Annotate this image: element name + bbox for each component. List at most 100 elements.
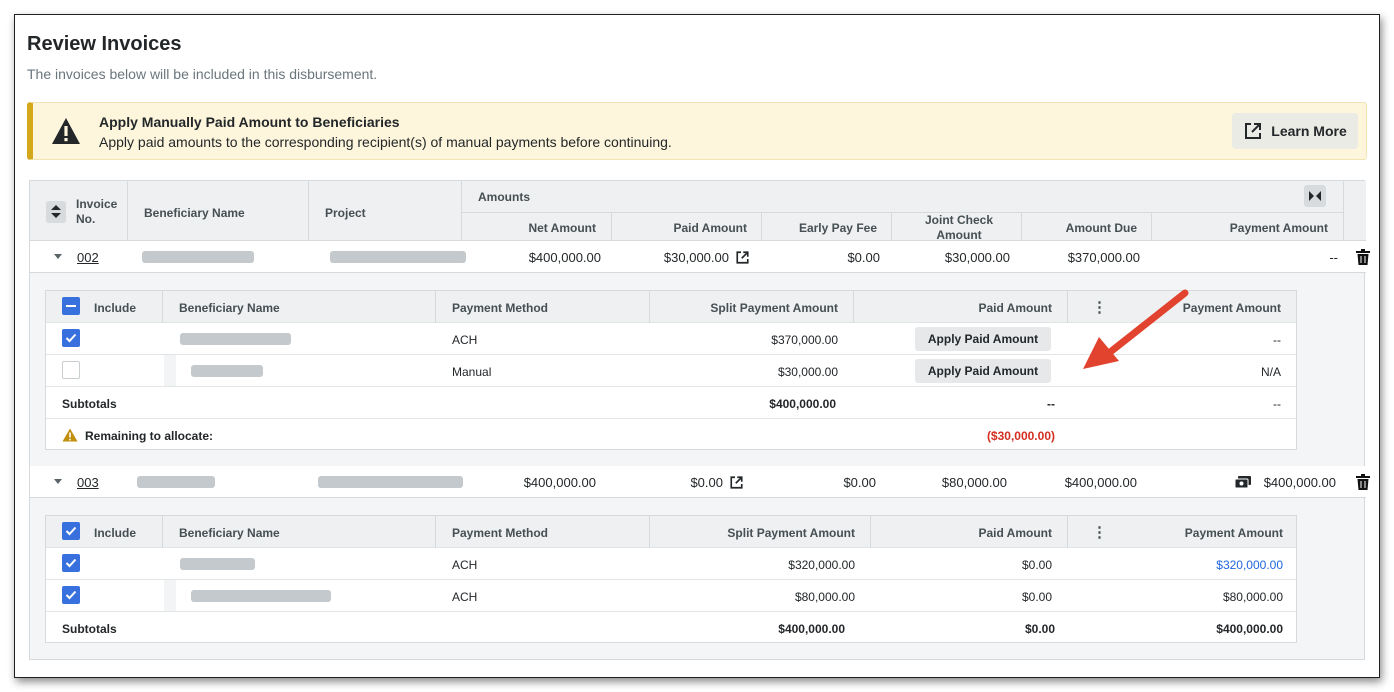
header-payment-amount: Payment Amount bbox=[1182, 301, 1281, 315]
subtotal-payment: -- bbox=[1273, 397, 1281, 411]
header-paid-amount[interactable]: Paid Amount bbox=[673, 221, 747, 235]
payment-amount: $400,000.00 bbox=[1263, 475, 1336, 490]
warning-banner: Apply Manually Paid Amount to Beneficiar… bbox=[27, 102, 1367, 160]
include-checkbox[interactable] bbox=[62, 554, 80, 572]
header-split-payment-amount: Split Payment Amount bbox=[727, 526, 855, 540]
early-pay-fee: $0.00 bbox=[843, 475, 876, 490]
external-link-icon[interactable] bbox=[735, 250, 750, 265]
split-table-header: Include Beneficiary Name Payment Method … bbox=[46, 516, 1296, 548]
split-row: ACH $370,000.00 Apply Paid Amount -- bbox=[46, 323, 1296, 355]
header-beneficiary-name: Beneficiary Name bbox=[179, 301, 280, 315]
chevron-down-icon[interactable] bbox=[54, 479, 62, 484]
header-joint-check-amount[interactable]: Joint Check Amount bbox=[924, 213, 993, 242]
subtotals-row: Subtotals $400,000.00 -- -- bbox=[46, 387, 1296, 419]
header-invoice-no[interactable]: Invoice No. bbox=[76, 197, 118, 226]
joint-check-amount: $80,000.00 bbox=[941, 475, 1007, 490]
subtotal-split: $400,000.00 bbox=[778, 622, 845, 636]
remaining-row: Remaining to allocate: ($30,000.00) bbox=[46, 419, 1296, 451]
banner-text: Apply paid amounts to the corresponding … bbox=[99, 134, 672, 150]
include-all-checkbox[interactable] bbox=[62, 297, 80, 315]
split-payments-table-002: Include Beneficiary Name Payment Method … bbox=[45, 290, 1297, 450]
payment-amount: -- bbox=[1329, 250, 1338, 265]
subtotals-label: Subtotals bbox=[62, 397, 117, 411]
header-payment-amount[interactable]: Payment Amount bbox=[1229, 221, 1328, 235]
split-row: ACH $80,000.00 $0.00 $80,000.00 bbox=[46, 580, 1296, 612]
trash-icon[interactable] bbox=[1356, 249, 1370, 265]
paid-amount: $0.00 bbox=[690, 475, 723, 490]
net-amount: $400,000.00 bbox=[523, 475, 596, 490]
external-link-icon[interactable] bbox=[729, 475, 744, 490]
redacted-beneficiary-name bbox=[191, 590, 331, 602]
header-net-amount[interactable]: Net Amount bbox=[528, 221, 596, 235]
warning-icon bbox=[52, 118, 80, 144]
subtotal-paid: $0.00 bbox=[1024, 622, 1055, 636]
redacted-project bbox=[318, 476, 463, 488]
include-checkbox[interactable] bbox=[62, 361, 80, 379]
remaining-label: Remaining to allocate: bbox=[85, 429, 214, 443]
screenshot-frame: Review Invoices The invoices below will … bbox=[14, 14, 1380, 678]
collapse-columns-icon[interactable] bbox=[1304, 185, 1326, 207]
early-pay-fee: $0.00 bbox=[847, 250, 880, 265]
apply-paid-amount-button[interactable]: Apply Paid Amount bbox=[915, 327, 1051, 351]
apply-paid-amount-button[interactable]: Apply Paid Amount bbox=[915, 359, 1051, 383]
subtotal-split: $400,000.00 bbox=[769, 397, 836, 411]
redacted-beneficiary-name bbox=[180, 558, 255, 570]
include-checkbox[interactable] bbox=[62, 586, 80, 604]
include-all-checkbox[interactable] bbox=[62, 522, 80, 540]
header-payment-method: Payment Method bbox=[452, 301, 549, 315]
joint-check-amount: $30,000.00 bbox=[944, 250, 1010, 265]
paid-amount-cell: $30,000.00 bbox=[620, 250, 750, 265]
net-amount: $400,000.00 bbox=[528, 250, 601, 265]
header-beneficiary-name: Beneficiary Name bbox=[179, 526, 280, 540]
header-project[interactable]: Project bbox=[325, 206, 366, 220]
paid-amount: $0.00 bbox=[1021, 590, 1052, 604]
split-payment-amount: $30,000.00 bbox=[777, 365, 838, 379]
redacted-project bbox=[330, 251, 466, 263]
warning-icon bbox=[62, 428, 78, 442]
include-checkbox[interactable] bbox=[62, 329, 80, 347]
more-options-icon[interactable]: ⋮ bbox=[1092, 524, 1107, 541]
invoice-number-link[interactable]: 003 bbox=[77, 475, 99, 490]
split-row: ACH $320,000.00 $0.00 $320,000.00 bbox=[46, 548, 1296, 580]
remaining-value: ($30,000.00) bbox=[986, 429, 1055, 443]
chevron-down-icon[interactable] bbox=[54, 254, 62, 259]
payment-method: ACH bbox=[452, 558, 478, 572]
external-link-icon bbox=[1245, 123, 1262, 139]
split-payment-amount: $370,000.00 bbox=[771, 333, 838, 347]
invoice-row-002: 002 $400,000.00 $30,000.00 $0.00 $30,000… bbox=[30, 241, 1370, 273]
amount-due: $370,000.00 bbox=[1067, 250, 1140, 265]
payment-method: ACH bbox=[452, 590, 478, 604]
payment-amount-link[interactable]: $320,000.00 bbox=[1216, 558, 1283, 572]
payment-amount: $80,000.00 bbox=[1222, 590, 1283, 604]
invoice-number-link[interactable]: 002 bbox=[77, 250, 99, 265]
subtotal-paid: -- bbox=[1047, 397, 1055, 411]
header-include: Include bbox=[94, 526, 137, 540]
split-payment-amount: $80,000.00 bbox=[794, 590, 855, 604]
subtotal-payment: $400,000.00 bbox=[1216, 622, 1283, 636]
payment-amount: -- bbox=[1273, 333, 1281, 347]
redacted-beneficiary-name bbox=[191, 365, 263, 377]
header-early-pay-fee[interactable]: Early Pay Fee bbox=[798, 221, 877, 235]
paid-amount: $0.00 bbox=[1021, 558, 1052, 572]
paid-amount: $30,000.00 bbox=[663, 250, 729, 265]
header-beneficiary-name[interactable]: Beneficiary Name bbox=[144, 206, 245, 220]
learn-more-button[interactable]: Learn More bbox=[1232, 113, 1358, 149]
redacted-beneficiary-name bbox=[180, 333, 291, 345]
header-amount-due[interactable]: Amount Due bbox=[1065, 221, 1137, 235]
subtotals-label: Subtotals bbox=[62, 622, 117, 636]
split-payment-amount: $320,000.00 bbox=[788, 558, 855, 572]
header-paid-amount: Paid Amount bbox=[978, 526, 1052, 540]
trash-icon[interactable] bbox=[1356, 474, 1370, 490]
page-subtitle: The invoices below will be included in t… bbox=[27, 66, 378, 82]
more-options-icon[interactable]: ⋮ bbox=[1092, 299, 1107, 316]
payment-method: Manual bbox=[452, 365, 492, 379]
sort-toggle-icon[interactable] bbox=[46, 201, 66, 223]
split-row: Manual $30,000.00 Apply Paid Amount N/A bbox=[46, 355, 1296, 387]
invoices-table: Invoice No. Beneficiary Name Project Amo… bbox=[29, 180, 1370, 660]
header-payment-amount: Payment Amount bbox=[1184, 526, 1283, 540]
payment-icon bbox=[1235, 476, 1251, 488]
payment-amount: N/A bbox=[1260, 365, 1281, 379]
banner-title: Apply Manually Paid Amount to Beneficiar… bbox=[99, 114, 400, 130]
review-invoices-page: Review Invoices The invoices below will … bbox=[27, 15, 1370, 677]
header-include: Include bbox=[94, 301, 137, 315]
